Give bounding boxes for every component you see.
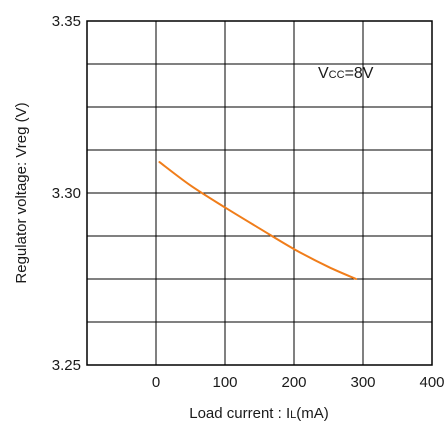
x-tick-label: 0 bbox=[152, 374, 160, 391]
plot-frame bbox=[86, 20, 433, 366]
x-axis-label: Load current : IL(mA) bbox=[189, 405, 329, 422]
x-axis-label-sub: L bbox=[290, 409, 296, 421]
x-tick-labels: 0 100 200 300 400 bbox=[152, 374, 445, 391]
y-axis-label: Regulator voltage: Vreg (V) bbox=[13, 102, 30, 283]
annotation-rest: =8V bbox=[345, 65, 374, 82]
x-tick-label: 300 bbox=[350, 374, 375, 391]
annotation-main: V bbox=[318, 65, 329, 82]
x-axis-label-main: Load current : I bbox=[189, 405, 290, 422]
annotation-sub: CC bbox=[329, 69, 345, 81]
y-tick-label: 3.25 bbox=[52, 357, 81, 374]
x-tick-label: 100 bbox=[212, 374, 237, 391]
x-tick-label: 400 bbox=[419, 374, 444, 391]
y-tick-labels: 3.25 3.30 3.35 bbox=[52, 13, 81, 374]
y-tick-label: 3.30 bbox=[52, 185, 81, 202]
series-line bbox=[158, 161, 358, 280]
x-tick-label: 200 bbox=[281, 374, 306, 391]
x-axis-label-unit: (mA) bbox=[296, 405, 329, 422]
annotation-vcc: VCC=8V bbox=[318, 65, 374, 82]
y-tick-label: 3.35 bbox=[52, 13, 81, 30]
series-layer bbox=[158, 161, 358, 280]
grid bbox=[87, 21, 432, 365]
